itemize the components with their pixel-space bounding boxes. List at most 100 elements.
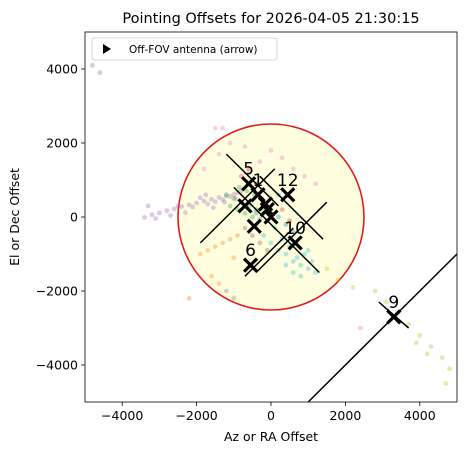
trail-point bbox=[223, 192, 229, 198]
trail-point bbox=[231, 196, 237, 201]
x-tick-label: 2000 bbox=[329, 408, 361, 423]
trail-point bbox=[283, 262, 289, 268]
trail-point bbox=[302, 173, 307, 179]
y-tick-label: −4000 bbox=[36, 358, 78, 373]
trail-point bbox=[350, 284, 356, 290]
legend-box bbox=[91, 37, 278, 61]
trail-point bbox=[283, 222, 289, 227]
trail-point bbox=[428, 344, 434, 349]
trail-point bbox=[223, 193, 229, 199]
trail-point bbox=[227, 140, 233, 146]
antenna-marker bbox=[280, 187, 296, 203]
trail-point bbox=[383, 299, 389, 305]
trail-point bbox=[223, 288, 229, 294]
trail-point bbox=[257, 159, 263, 164]
trail-point bbox=[413, 340, 419, 346]
trail-point bbox=[183, 210, 188, 215]
trail-point bbox=[236, 185, 242, 190]
antenna-offset-line bbox=[199, 168, 276, 244]
trail-point bbox=[261, 233, 266, 238]
trail-point bbox=[168, 213, 173, 218]
trail-point bbox=[309, 259, 315, 264]
antenna-label: 12 bbox=[277, 171, 299, 191]
trail-point bbox=[276, 214, 281, 220]
trail-point bbox=[216, 151, 222, 157]
y-axis-ticks: −4000 −2000 0 2000 4000 bbox=[36, 62, 85, 373]
trail-point bbox=[227, 193, 233, 199]
trail-point bbox=[212, 244, 218, 250]
trail-point bbox=[142, 214, 147, 220]
antenna-label: 9 bbox=[388, 293, 399, 313]
trail-point bbox=[313, 270, 319, 275]
legend: Off-FOV antenna (arrow) bbox=[91, 37, 278, 61]
y-tick-label: 2000 bbox=[46, 136, 78, 151]
trail-point bbox=[264, 247, 270, 253]
trail-point bbox=[197, 195, 203, 201]
antenna-label: 6 bbox=[245, 241, 256, 261]
x-axis-ticks: −4000 −2000 0 2000 4000 bbox=[101, 402, 436, 423]
trail-point bbox=[90, 62, 95, 68]
trail-point bbox=[220, 240, 226, 246]
trail-point bbox=[222, 199, 227, 205]
trail-point bbox=[324, 266, 330, 272]
trail-point bbox=[313, 181, 319, 187]
trail-point bbox=[253, 210, 259, 216]
trail-point bbox=[212, 125, 218, 131]
antenna-marker bbox=[257, 196, 274, 212]
trail-point bbox=[205, 247, 211, 253]
antenna-marker bbox=[237, 198, 253, 214]
antenna-label: 5 bbox=[243, 160, 254, 180]
trail-point bbox=[250, 214, 255, 220]
trail-point bbox=[220, 125, 226, 131]
trail-point bbox=[175, 203, 181, 209]
antenna-marker bbox=[386, 309, 402, 325]
trail-point bbox=[443, 381, 449, 386]
off-fov-arrow-line bbox=[307, 253, 457, 402]
trail-point bbox=[305, 247, 311, 253]
trail-points-layer bbox=[90, 62, 452, 386]
antenna-offset-line bbox=[259, 175, 324, 240]
trail-point bbox=[231, 255, 237, 261]
trail-point bbox=[190, 204, 196, 210]
trail-point bbox=[290, 229, 296, 235]
trail-point bbox=[97, 70, 103, 76]
trail-point bbox=[231, 192, 237, 197]
x-tick-label: 4000 bbox=[404, 408, 436, 423]
trail-point bbox=[209, 273, 214, 279]
trail-point bbox=[216, 281, 222, 286]
trail-point bbox=[201, 166, 207, 172]
trail-point bbox=[233, 196, 239, 201]
trail-point bbox=[372, 288, 378, 294]
trail-point bbox=[290, 259, 296, 264]
trail-point bbox=[149, 212, 155, 218]
trail-point bbox=[235, 233, 240, 238]
trail-point bbox=[250, 233, 255, 238]
trail-point bbox=[145, 203, 151, 209]
trail-point bbox=[268, 148, 274, 153]
trail-point bbox=[157, 210, 162, 216]
y-tick-label: −2000 bbox=[36, 284, 78, 299]
trail-point bbox=[242, 225, 248, 231]
antenna-labels-layer: 51 12 10 6 9 bbox=[243, 160, 399, 313]
trail-point bbox=[406, 321, 412, 327]
trail-point bbox=[210, 205, 216, 211]
y-tick-label: 0 bbox=[70, 210, 78, 225]
trail-point bbox=[424, 351, 430, 357]
x-tick-label: 0 bbox=[267, 408, 275, 423]
x-axis-label: Az or RA Offset bbox=[224, 429, 318, 444]
trail-point bbox=[201, 198, 207, 204]
trail-point bbox=[194, 200, 200, 206]
trail-point bbox=[294, 255, 300, 261]
trail-point bbox=[257, 240, 263, 246]
trail-point bbox=[197, 251, 203, 257]
trail-point bbox=[279, 207, 285, 213]
x-tick-label: −2000 bbox=[175, 408, 217, 423]
trail-point bbox=[244, 188, 250, 194]
trail-point bbox=[179, 204, 185, 210]
antenna-label: 10 bbox=[284, 219, 306, 239]
trail-point bbox=[279, 155, 285, 161]
trail-point bbox=[246, 166, 252, 172]
antenna-marker bbox=[287, 235, 303, 251]
trail-point bbox=[302, 251, 307, 257]
